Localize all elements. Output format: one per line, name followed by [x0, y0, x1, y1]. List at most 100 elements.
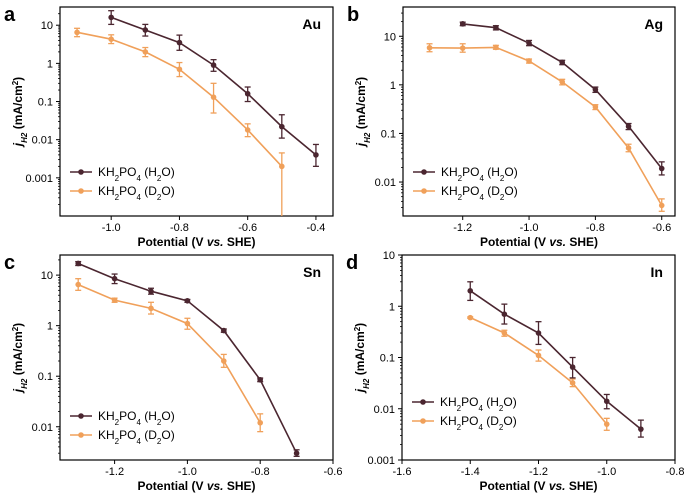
y-axis-title: jH2 (mA/cm2) [11, 77, 29, 148]
x-axis-title: Potential (V vs. SHE) [137, 479, 255, 493]
x-tick-label: -1.2 [105, 466, 124, 478]
panel-letter: b [347, 4, 359, 26]
y-tick-label: 0.1 [38, 371, 53, 383]
x-tick-label: -0.6 [238, 222, 257, 234]
data-point [467, 314, 474, 321]
data-point [526, 58, 532, 64]
legend-marker [420, 399, 426, 405]
data-point [493, 44, 499, 51]
data-point [184, 298, 191, 304]
data-point [459, 45, 466, 51]
legend-entry: KH2PO4 (H2O) [70, 165, 175, 183]
y-tick-label: 1 [390, 80, 396, 92]
x-axis-title: Potential (V vs. SHE) [480, 235, 598, 249]
legend-entry: KH2PO4 (H2O) [70, 409, 175, 427]
y-tick-label: 0.01 [32, 135, 53, 147]
x-axis-title: Potential (V vs. SHE) [137, 235, 255, 249]
series-line [77, 262, 298, 454]
data-point [257, 376, 264, 383]
x-tick-label: -1.0 [178, 466, 197, 478]
legend-marker [78, 188, 84, 194]
data-point [221, 327, 227, 334]
data-point [569, 380, 576, 386]
data-point [148, 305, 154, 312]
data-point [176, 39, 183, 46]
panel-b: -1.2 -1.0 -0.8 -0.6 0.01 0.1 1 10 Potential (V v… [347, 4, 676, 249]
x-tick-label: -0.8 [586, 222, 605, 234]
data-point [559, 79, 566, 85]
y-tick-label: 0.1 [380, 353, 395, 365]
x-tick-label: -0.4 [306, 222, 325, 234]
metal-label: In [651, 264, 663, 280]
data-point [592, 104, 599, 110]
plot-frame [59, 6, 334, 217]
y-tick-label: 0.1 [381, 128, 396, 140]
data-point [108, 14, 114, 21]
x-tick-label: -1.4 [461, 466, 480, 478]
metal-label: Ag [644, 16, 663, 32]
legend-label: KH2PO4 (H2O) [98, 165, 175, 183]
y-tick-label: 0.001 [367, 455, 395, 467]
y-tick-label: 0.01 [375, 177, 396, 189]
legend-entry: KH2PO4 (D2O) [70, 184, 175, 202]
y-tick-label: 10 [384, 31, 396, 43]
data-point [426, 44, 433, 51]
y-tick-label: 1 [47, 58, 53, 70]
data-point [459, 21, 466, 27]
data-point [111, 275, 118, 282]
plot-frame [402, 6, 676, 217]
y-axis-title: jH2 (mA/cm2) [354, 77, 372, 148]
data-point [279, 163, 285, 170]
series-h2o [75, 260, 300, 457]
data-point [108, 36, 114, 42]
data-point [313, 152, 319, 158]
series-d2o [75, 278, 264, 433]
panel-letter: c [4, 252, 15, 274]
data-point [535, 330, 542, 336]
x-axis-title: Potential (V vs. SHE) [479, 479, 597, 493]
x-tick-label: -1.0 [520, 222, 539, 234]
series-d2o [426, 43, 665, 212]
series-line [77, 283, 261, 424]
data-point [244, 90, 251, 97]
data-point [184, 320, 191, 327]
series-h2o [108, 10, 319, 168]
y-tick-label: 10 [41, 270, 53, 282]
legend-marker [78, 432, 84, 438]
y-axis-title: jH2 (mA/cm2) [11, 323, 29, 394]
data-point [75, 260, 81, 267]
y-tick-label: 1 [389, 301, 395, 313]
legend-marker [78, 169, 84, 175]
data-point [493, 24, 499, 31]
series-line [469, 290, 642, 430]
panel-a: -1.0 -0.8 -0.6 -0.4 0.001 0.01 0.1 1 10 Potential… [4, 4, 334, 249]
data-point [293, 450, 300, 456]
data-point [257, 419, 264, 426]
legend-entry: KH2PO4 (D2O) [70, 428, 175, 446]
data-point [75, 281, 81, 288]
data-point [148, 288, 154, 295]
panel-letter: d [346, 252, 358, 274]
legend-marker [420, 418, 426, 424]
series-d2o [74, 27, 285, 216]
data-point [603, 421, 610, 427]
data-point [221, 358, 227, 364]
data-point [244, 127, 251, 133]
y-tick-label: 0.001 [25, 173, 53, 185]
data-point [625, 123, 632, 130]
series-h2o [459, 21, 665, 176]
data-point [210, 62, 217, 68]
legend-entry: KH2PO4 (H2O) [413, 165, 518, 183]
x-tick-label: -1.0 [597, 466, 616, 478]
series-line [429, 46, 663, 206]
data-point [658, 202, 665, 209]
legend-entry: KH2PO4 (H2O) [412, 395, 517, 413]
data-point [142, 49, 149, 55]
data-point [559, 59, 566, 66]
x-tick-label: -0.6 [652, 222, 671, 234]
legend-label: KH2PO4 (H2O) [98, 409, 175, 427]
legend-marker [421, 169, 427, 175]
data-point [638, 426, 644, 432]
data-point [592, 86, 599, 93]
